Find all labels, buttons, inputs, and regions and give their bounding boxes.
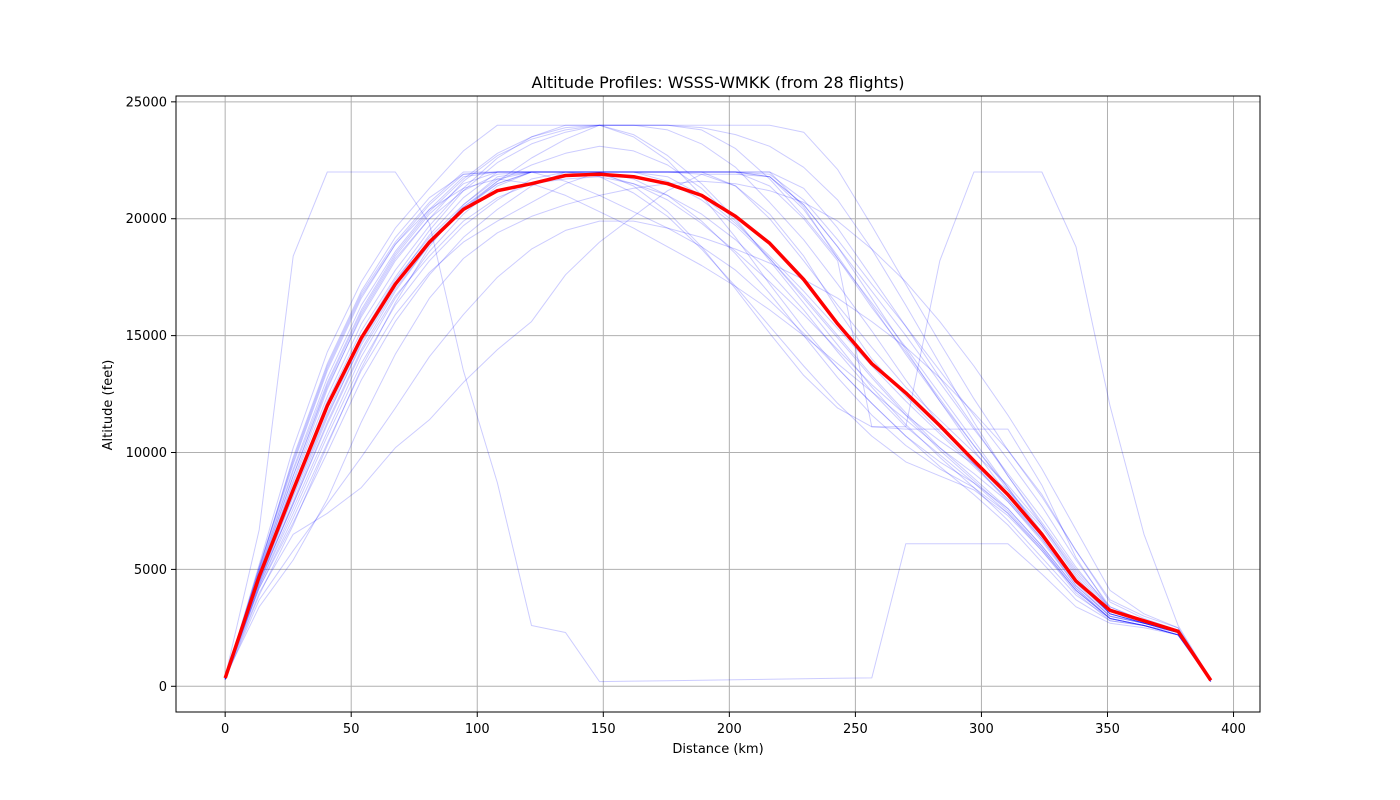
chart-title: Altitude Profiles: WSSS-WMKK (from 28 fl… bbox=[532, 73, 905, 92]
flight-profile-line bbox=[224, 171, 1212, 683]
y-tick-label: 5000 bbox=[134, 563, 167, 578]
x-tick-label: 200 bbox=[717, 722, 742, 737]
y-tick-label: 20000 bbox=[126, 212, 167, 227]
flight-profile-line bbox=[224, 124, 1212, 682]
flight-profile-line bbox=[224, 220, 1212, 680]
flight-profile-line bbox=[224, 171, 1212, 681]
x-tick-label: 400 bbox=[1221, 722, 1246, 737]
flight-profile-line bbox=[224, 171, 1212, 682]
flight-profile-line bbox=[224, 124, 1212, 682]
y-axis-ticks: 0 5000 10000 15000 20000 25000 bbox=[126, 95, 176, 695]
flight-profile-line bbox=[224, 124, 1212, 680]
flight-profile-line bbox=[224, 171, 1212, 680]
x-tick-label: 100 bbox=[465, 722, 490, 737]
flight-profile-line bbox=[224, 124, 1212, 680]
y-tick-label: 10000 bbox=[126, 446, 167, 461]
flight-profile-line bbox=[224, 124, 1212, 680]
y-tick-label: 15000 bbox=[126, 329, 167, 344]
plot-frame bbox=[175, 95, 1261, 713]
flight-profile-line bbox=[224, 171, 1212, 680]
flight-profile-line bbox=[224, 171, 1212, 680]
x-tick-label: 0 bbox=[221, 722, 229, 737]
y-axis-label: Altitude (feet) bbox=[101, 360, 116, 451]
flight-profile-line bbox=[224, 171, 1212, 680]
x-tick-label: 150 bbox=[591, 722, 616, 737]
flight-profile-line bbox=[224, 171, 1212, 680]
flight-profile-line bbox=[224, 171, 1212, 681]
x-tick-label: 250 bbox=[843, 722, 868, 737]
flight-profile-line bbox=[224, 171, 1212, 682]
flight-profile-line bbox=[224, 176, 1212, 680]
flight-profile-line bbox=[224, 173, 1212, 681]
x-axis-ticks: 0 50 100 150 200 250 300 350 400 bbox=[221, 712, 1246, 737]
flight-profile-line bbox=[224, 171, 1212, 680]
mean-profile-layer bbox=[223, 172, 1213, 682]
x-tick-label: 350 bbox=[1095, 722, 1120, 737]
x-tick-label: 300 bbox=[969, 722, 994, 737]
x-tick-label: 50 bbox=[343, 722, 360, 737]
x-axis-label: Distance (km) bbox=[672, 742, 763, 757]
flight-profile-line bbox=[224, 171, 1212, 680]
grid-lines bbox=[176, 96, 1260, 712]
flight-profile-line bbox=[224, 180, 1212, 680]
y-tick-label: 0 bbox=[159, 680, 167, 695]
flight-profile-line bbox=[224, 171, 1212, 680]
mean-profile-line bbox=[223, 172, 1213, 682]
flight-profile-lines bbox=[224, 124, 1212, 683]
flight-profile-line bbox=[224, 171, 1212, 680]
y-tick-label: 25000 bbox=[126, 95, 167, 110]
flight-profile-line bbox=[224, 171, 1212, 680]
flight-profile-line bbox=[224, 178, 1212, 680]
flight-profile-line bbox=[224, 171, 1212, 680]
